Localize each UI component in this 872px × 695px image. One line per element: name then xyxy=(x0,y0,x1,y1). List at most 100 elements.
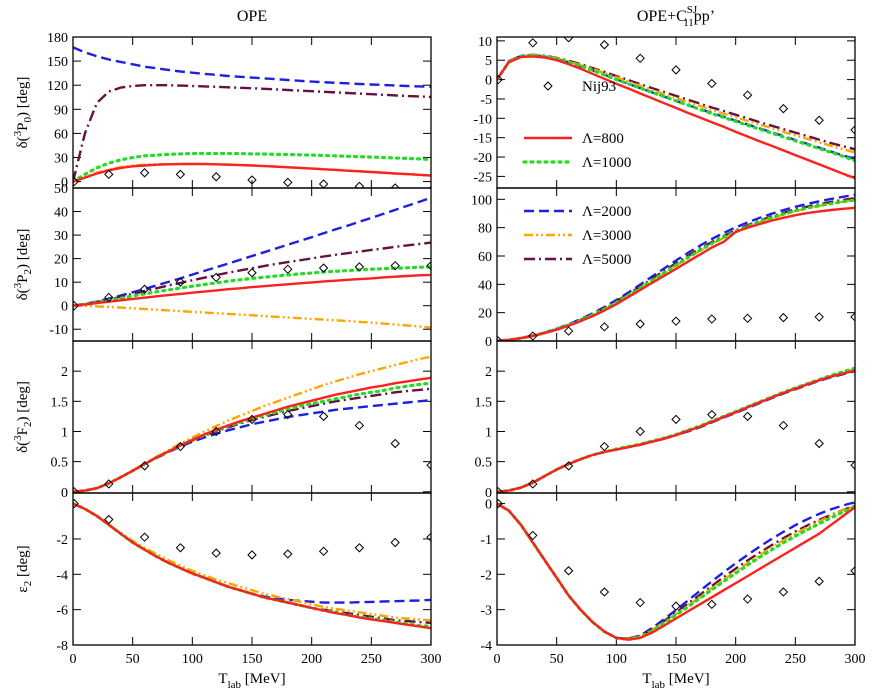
nij93-point xyxy=(354,262,365,272)
column-title-left: OPE xyxy=(237,8,267,25)
nij93-point xyxy=(104,514,114,525)
nij93-point xyxy=(635,426,645,437)
x-tick-label: 0 xyxy=(70,652,77,667)
nij93-point xyxy=(318,546,329,557)
y-tick-label: -8 xyxy=(56,639,68,654)
y-tick-label: 20 xyxy=(54,253,68,268)
y-tick-label: -2 xyxy=(56,533,68,548)
series-line-L2000 xyxy=(73,502,431,604)
legend-item-L1000: Λ=1000 xyxy=(522,155,631,171)
nij93-point xyxy=(354,543,365,553)
legend: Nij93 Λ=800 Λ=1000 Λ=2000 Λ=3000 Λ=5000 xyxy=(522,79,631,268)
nij93-point xyxy=(671,316,681,326)
x-tick-label: 150 xyxy=(666,652,687,667)
panel-p21: 0 0.5 1 1.5 2 xyxy=(475,340,856,501)
nij93-point xyxy=(73,498,79,509)
panel-frame xyxy=(72,187,432,342)
nij93-point xyxy=(599,40,610,50)
y-tick-label: 0.5 xyxy=(475,456,493,471)
nij93-point xyxy=(707,599,717,610)
y-tick-label: 90 xyxy=(54,103,68,118)
nij93-point xyxy=(283,177,293,188)
nij93-points xyxy=(73,409,431,493)
nij93-point xyxy=(104,169,114,180)
series-line-L5000 xyxy=(497,502,855,640)
nij93-point xyxy=(497,336,503,341)
y-tick-label: -5 xyxy=(480,93,492,108)
nij93-point xyxy=(635,319,645,329)
nij93-point xyxy=(175,277,186,287)
nij93-point xyxy=(211,272,221,283)
nij93-point xyxy=(283,549,293,559)
series-group xyxy=(73,502,431,630)
nij93-point xyxy=(139,284,150,294)
y-tick-label: -4 xyxy=(480,639,492,654)
y-tick-label: 1 xyxy=(485,425,492,440)
y-tick-label: 1 xyxy=(61,425,68,440)
y-tick-label: 20 xyxy=(478,307,492,322)
nij93-point xyxy=(599,441,610,452)
y-tick-label: 30 xyxy=(54,229,68,244)
x-tick-label: 50 xyxy=(550,652,564,667)
y-tick-label: 2 xyxy=(485,365,492,380)
nij93-point xyxy=(497,498,503,509)
panel-p30: -8 -6 -4 -2 0 50 100 150 200 250 300 ε2 [deg] xyxy=(15,492,442,667)
series-line-L2000 xyxy=(73,196,431,307)
y-tick-label: -4 xyxy=(56,568,68,583)
x-tick-label: 250 xyxy=(361,652,382,667)
nij93-point xyxy=(175,169,186,180)
y-axis-label: ε2 [deg] xyxy=(15,545,34,592)
series-group xyxy=(497,501,855,641)
nij93-point xyxy=(390,183,400,188)
nij93-point xyxy=(390,260,400,271)
series-line-L3000 xyxy=(73,304,431,329)
nij93-point xyxy=(73,176,79,187)
nij93-point xyxy=(211,172,221,182)
nij93-point xyxy=(814,312,824,322)
series-line-L1000 xyxy=(73,381,431,493)
nij93-point xyxy=(599,322,610,332)
y-tick-label: 60 xyxy=(478,250,492,265)
nij93-point xyxy=(175,441,186,452)
nij93-point xyxy=(814,438,824,449)
y-tick-label: 50 xyxy=(54,182,68,197)
nij93-point xyxy=(211,426,221,437)
nij93-point xyxy=(104,292,114,303)
nij93-point xyxy=(318,263,329,273)
series-group xyxy=(497,53,855,180)
nij93-point xyxy=(354,181,365,188)
y-tick-label: 40 xyxy=(54,206,68,221)
y-tick-label: 150 xyxy=(47,55,68,70)
nij93-points xyxy=(497,498,855,611)
nij93-point xyxy=(247,175,257,185)
x-tick-label: 300 xyxy=(421,652,442,667)
nij93-point xyxy=(707,78,717,89)
nij93-point xyxy=(742,594,753,604)
nij93-point xyxy=(104,479,114,489)
series-group xyxy=(73,46,431,184)
x-tick-label: 200 xyxy=(301,652,322,667)
nij93-point xyxy=(497,487,503,493)
y-axis-label: δ(3P2) [deg] xyxy=(12,229,34,301)
panel-p20: 0 0.5 1 1.5 2 δ(3F2) [deg] xyxy=(12,340,432,501)
series-group xyxy=(73,196,431,329)
y-tick-label: -3 xyxy=(480,604,492,619)
nij93-point xyxy=(426,260,431,271)
nij93-point xyxy=(247,268,257,278)
series-line-L5000 xyxy=(497,197,855,341)
legend-label-L800: Λ=800 xyxy=(582,131,624,147)
legend-item-nij93: Nij93 xyxy=(543,79,616,95)
nij93-point xyxy=(671,414,681,425)
y-tick-label: 60 xyxy=(54,127,68,142)
y-tick-label: 0 xyxy=(485,335,492,350)
nij93-point xyxy=(139,168,150,178)
nij93-point xyxy=(528,331,538,341)
x-tick-label: 250 xyxy=(785,652,806,667)
y-tick-label: -20 xyxy=(473,151,492,166)
y-tick-label: 0 xyxy=(61,486,68,501)
series-line-L800 xyxy=(497,206,855,341)
nij93-point xyxy=(528,479,538,489)
nij93-point xyxy=(73,487,79,493)
x-tick-label: 100 xyxy=(606,652,627,667)
